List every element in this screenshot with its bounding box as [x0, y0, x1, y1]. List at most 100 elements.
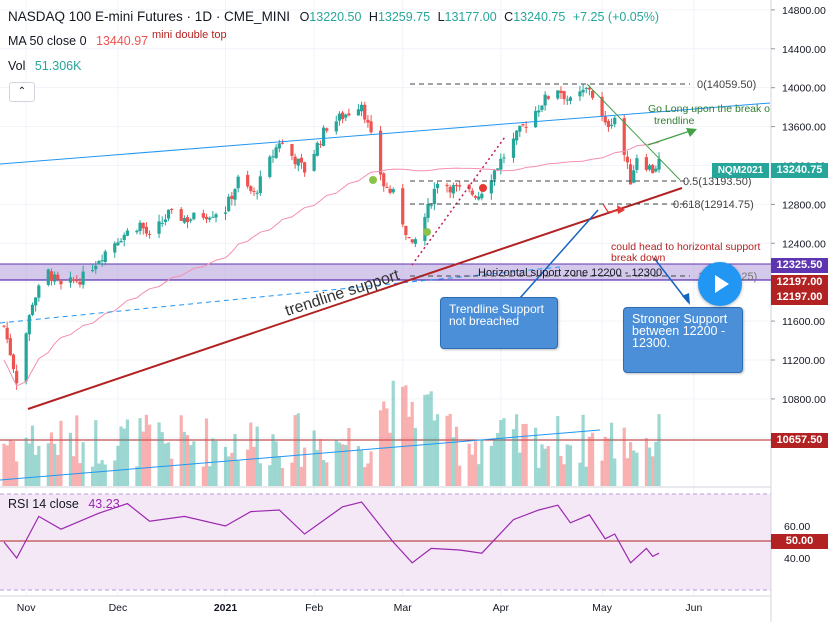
volume-trendline — [0, 429, 601, 481]
candle-body — [578, 91, 582, 97]
candle-body — [540, 105, 544, 110]
change-value: +7.25 (+0.05%) — [572, 10, 659, 24]
chart-header: NASDAQ 100 E-mini Futures · 1D · CME_MIN… — [8, 9, 659, 24]
candle-body — [581, 89, 585, 93]
volume-bar — [103, 464, 107, 486]
volume-bar — [100, 459, 104, 486]
volume-bar — [587, 436, 592, 486]
candle-body — [410, 239, 414, 243]
volume-bar — [280, 467, 285, 486]
rsi-band — [0, 494, 771, 590]
candle-body — [157, 221, 161, 234]
volume-bar — [230, 452, 234, 486]
volume-bar — [318, 438, 323, 486]
candle-body — [68, 277, 73, 283]
candle-body — [458, 185, 462, 187]
volume-bar — [59, 420, 63, 486]
candle-body — [11, 354, 16, 370]
volume-bar — [590, 432, 595, 486]
volume-bar — [413, 427, 417, 486]
candle-body — [227, 196, 231, 212]
candle-body — [296, 158, 300, 166]
volume-bar — [141, 431, 145, 486]
volume-bar — [454, 426, 459, 486]
volume-bar — [344, 444, 348, 486]
rsi-axis: 40.00 60.00 — [784, 521, 810, 565]
candle-body — [147, 233, 152, 235]
candle-body — [356, 109, 361, 116]
open-label: O — [299, 10, 310, 24]
candle-body — [34, 297, 38, 306]
volume-bar — [606, 438, 611, 486]
volume-bar — [135, 466, 139, 486]
volume-bar — [255, 426, 259, 486]
volume-bar — [170, 458, 174, 486]
candle-body — [568, 97, 573, 101]
candle-body — [590, 90, 595, 98]
volume-bar — [125, 419, 130, 486]
volume-bar — [385, 408, 389, 486]
volume-bar — [382, 401, 386, 486]
candle-body — [622, 118, 626, 155]
high-label: H — [368, 10, 378, 24]
collapse-button[interactable]: ⌃ — [9, 82, 35, 102]
symbol-tag-text: NQM2021 — [717, 165, 764, 176]
rsi-line — [3, 501, 660, 564]
volume-bar — [356, 446, 361, 486]
candle-body — [454, 184, 459, 187]
candle-body — [204, 216, 209, 220]
candle-body — [94, 265, 98, 270]
candle-body — [613, 117, 617, 125]
volume-bar — [448, 413, 452, 486]
volume-bar — [635, 452, 639, 486]
fib-05-label: 0.5(13193.50) — [683, 176, 752, 188]
y-tick-label: 14000.00 — [782, 83, 826, 95]
ma-value: 13440.97 — [96, 34, 149, 48]
volume-bar — [72, 456, 76, 486]
volume-bar — [189, 445, 193, 486]
volume-bar — [654, 441, 658, 486]
candle-body — [385, 186, 389, 188]
volume-bar — [410, 401, 414, 486]
candle-body — [369, 121, 373, 133]
volume-bar — [337, 442, 342, 486]
candle-body — [426, 204, 430, 218]
volume-bar — [5, 445, 9, 486]
volume-bar — [568, 445, 573, 486]
candle-body — [448, 186, 452, 193]
candle-body — [584, 88, 588, 90]
volume-bar — [11, 441, 16, 486]
candle-body — [236, 176, 240, 189]
volume-bar — [274, 441, 278, 486]
candle-body — [255, 192, 259, 194]
volume-bar — [625, 458, 629, 486]
candle-body — [429, 205, 433, 207]
volume-bar — [227, 456, 231, 486]
y-tick-label: 14400.00 — [782, 44, 826, 56]
rsi-tick-label: 40.00 — [784, 553, 810, 565]
candle-body — [185, 217, 190, 223]
candle-body — [75, 280, 79, 282]
volume-bar — [480, 439, 484, 486]
volume-bar — [492, 438, 497, 486]
x-tick-label: May — [592, 602, 613, 614]
candle-body — [233, 189, 237, 200]
candle-body — [606, 121, 611, 128]
candle-body — [24, 333, 28, 382]
candle-body — [537, 110, 541, 113]
play-button[interactable] — [698, 262, 742, 306]
volume-bar — [144, 414, 148, 486]
volume-bar — [445, 415, 449, 486]
stronger-support-callout: Stronger Support between 12200 - 12300. — [623, 307, 743, 373]
candle-body — [258, 176, 262, 193]
candle-body — [499, 158, 503, 170]
candle-body — [166, 209, 171, 219]
candle-body — [556, 90, 560, 99]
candle-body — [562, 91, 566, 100]
volume-bar — [518, 452, 522, 486]
candle-body — [249, 186, 253, 192]
volume-bar — [458, 465, 462, 486]
high-value: 13259.75 — [377, 10, 431, 24]
volume-bar — [515, 414, 519, 486]
candle-body — [59, 280, 63, 285]
